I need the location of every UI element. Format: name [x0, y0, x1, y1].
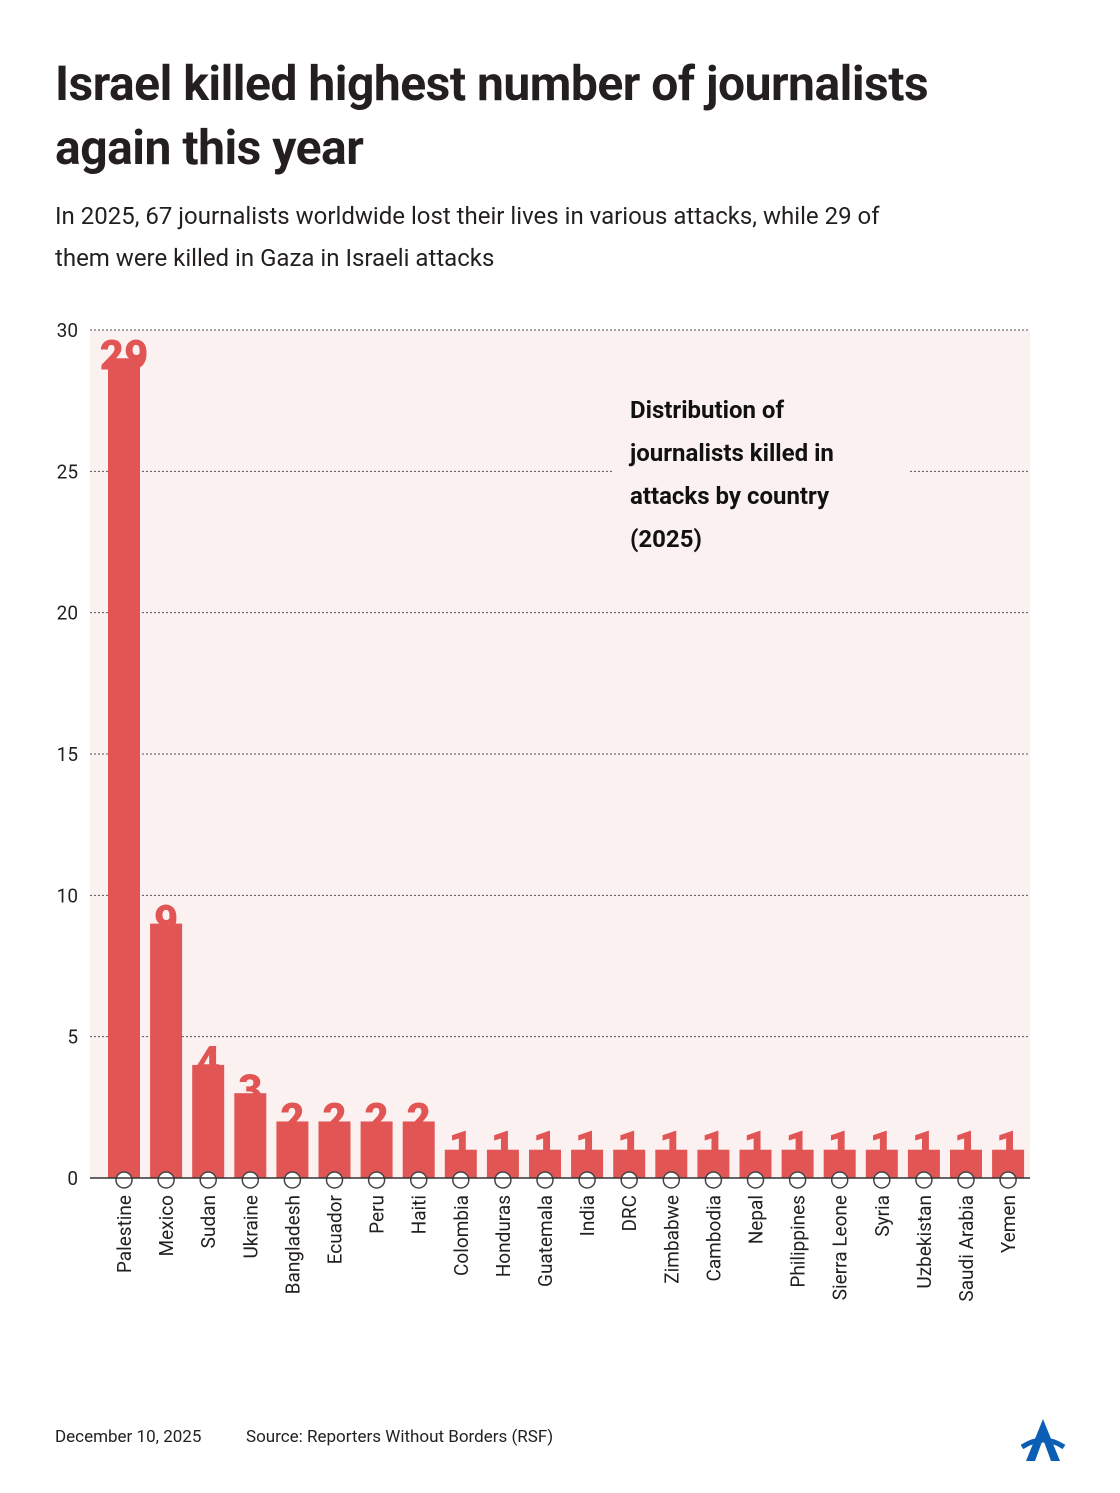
- y-tick-label: 20: [57, 602, 78, 625]
- bar: [276, 1121, 309, 1178]
- flag-icon: [452, 1171, 470, 1189]
- x-tick-label: Saudi Arabia: [955, 1195, 978, 1302]
- bar: [192, 1064, 225, 1178]
- x-tick-label: Guatemala: [534, 1195, 557, 1287]
- source: Source: Reporters Without Borders (RSF): [246, 1427, 554, 1447]
- x-tick-label: Sudan: [197, 1195, 220, 1248]
- value-label: 2: [364, 1094, 388, 1143]
- x-tick-label: Bangladesh: [281, 1195, 304, 1294]
- annotation: Distribution of journalists killed in at…: [612, 389, 910, 567]
- bar: [234, 1093, 267, 1178]
- value-label: 1: [491, 1123, 515, 1172]
- x-tick-label: Honduras: [492, 1195, 515, 1277]
- flag-icon: [536, 1171, 554, 1189]
- date: December 10, 2025: [55, 1427, 202, 1447]
- value-label: 1: [743, 1123, 767, 1172]
- value-label: 1: [533, 1123, 557, 1172]
- y-tick-label: 25: [57, 460, 78, 483]
- flag-icon: [620, 1171, 638, 1189]
- value-label: 3: [238, 1066, 262, 1115]
- x-tick-label: Cambodia: [702, 1195, 725, 1282]
- flag-icon: [325, 1171, 344, 1189]
- x-tick-label: Ecuador: [324, 1194, 347, 1264]
- value-label: 1: [828, 1123, 852, 1172]
- y-tick-label: 0: [67, 1167, 78, 1190]
- value-label: 2: [407, 1094, 431, 1143]
- x-tick-label: Peru: [366, 1195, 389, 1234]
- flag-icon: [157, 1171, 175, 1189]
- value-label: 1: [954, 1123, 978, 1172]
- value-label: 1: [912, 1123, 936, 1172]
- x-tick-label: Sierra Leone: [829, 1195, 852, 1300]
- x-tick-label: Colombia: [450, 1195, 473, 1276]
- value-label: 1: [449, 1123, 473, 1172]
- y-tick-label: 30: [57, 319, 78, 342]
- flag-icon: [494, 1171, 512, 1189]
- y-tick-label: 15: [57, 743, 78, 766]
- flag-icon: [199, 1171, 217, 1189]
- flag-icon: [283, 1171, 302, 1189]
- x-tick-label: Mexico: [155, 1195, 178, 1257]
- value-label: 9: [154, 897, 178, 946]
- logo: [1020, 1419, 1066, 1461]
- value-label: 1: [785, 1123, 809, 1172]
- x-tick-label: Philippines: [787, 1195, 810, 1288]
- value-label: 2: [280, 1094, 304, 1143]
- flag-icon: [115, 1171, 133, 1189]
- flag-icon: [704, 1171, 723, 1189]
- bar: [360, 1121, 393, 1178]
- bar: [150, 923, 183, 1178]
- x-tick-label: Syria: [871, 1195, 894, 1237]
- flag-icon: [746, 1171, 765, 1189]
- flag-icon: [241, 1171, 260, 1189]
- flag-icon: [409, 1171, 428, 1189]
- flag-icon: [367, 1171, 386, 1189]
- value-label: 4: [196, 1038, 220, 1087]
- value-label: 1: [701, 1123, 725, 1172]
- x-tick-label: DRC: [618, 1195, 641, 1232]
- flag-icon: [957, 1171, 975, 1189]
- value-label: 29: [100, 331, 149, 380]
- chart-title: Israel killed highest number of journali…: [55, 55, 929, 176]
- x-tick-label: Uzbekistan: [913, 1195, 936, 1289]
- bar: [402, 1121, 435, 1178]
- flag-icon: [915, 1171, 933, 1189]
- x-tick-label: Zimbabwe: [660, 1195, 683, 1284]
- bar: [318, 1121, 351, 1178]
- value-label: 1: [870, 1123, 894, 1172]
- flag-icon: [830, 1171, 849, 1189]
- x-tick-label: Palestine: [113, 1195, 136, 1273]
- flag-icon: [788, 1171, 807, 1189]
- chart-subtitle: In 2025, 67 journalists worldwide lost t…: [55, 202, 880, 272]
- value-label: 1: [996, 1123, 1020, 1172]
- bar: [108, 358, 140, 1178]
- y-tick-label: 5: [67, 1026, 78, 1049]
- value-label: 1: [575, 1123, 599, 1172]
- flag-icon: [662, 1171, 681, 1189]
- value-label: 1: [617, 1123, 641, 1172]
- x-tick-label: India: [576, 1195, 599, 1236]
- x-tick-label: Haiti: [408, 1195, 431, 1234]
- value-label: 2: [322, 1094, 346, 1143]
- value-label: 1: [659, 1123, 683, 1172]
- flag-icon: [578, 1171, 596, 1189]
- y-tick-label: 10: [57, 884, 78, 907]
- x-tick-label: Nepal: [745, 1195, 768, 1244]
- flag-icon: [873, 1171, 891, 1189]
- x-tick-label: Yemen: [997, 1195, 1020, 1253]
- flag-icon: [999, 1171, 1017, 1189]
- x-tick-label: Ukraine: [239, 1195, 262, 1259]
